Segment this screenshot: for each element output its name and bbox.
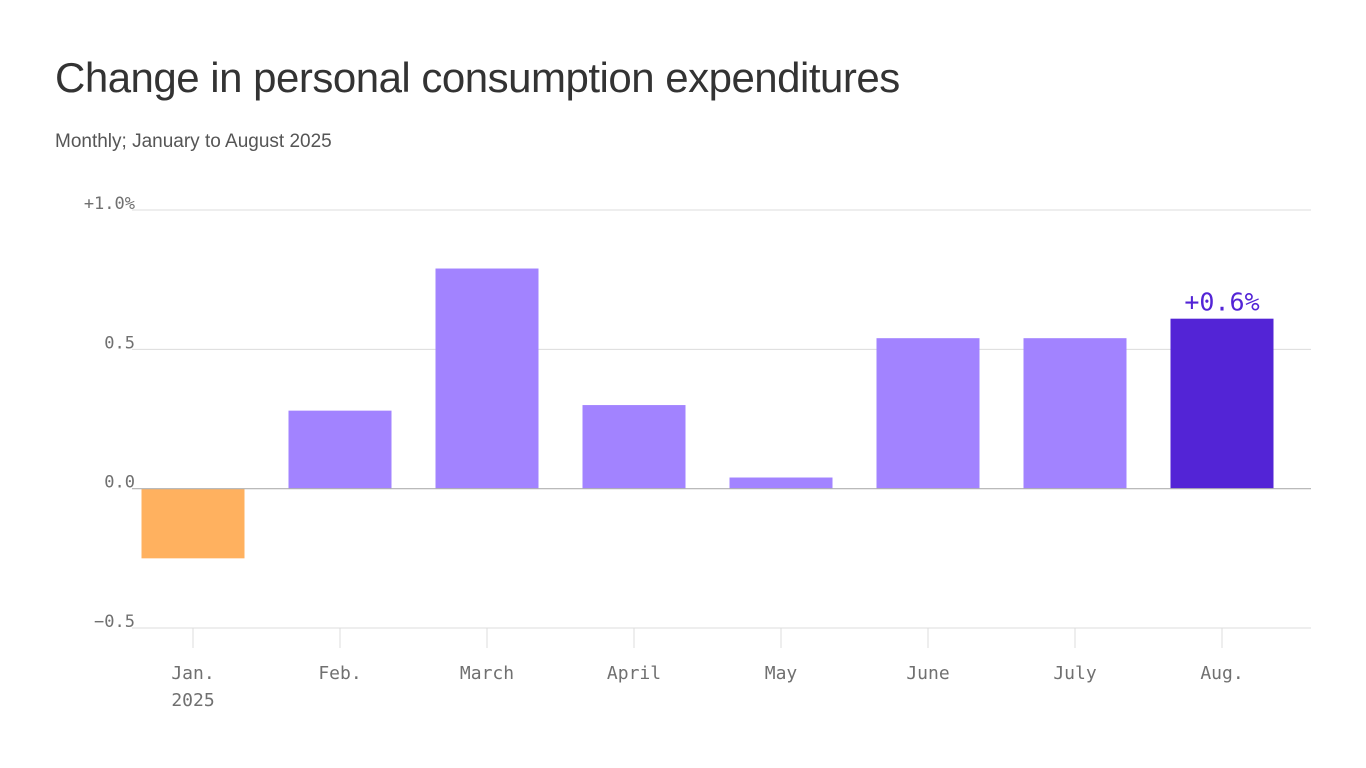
x-tick-label: Feb. [318, 663, 361, 684]
bar-april [582, 405, 686, 489]
bar-jan [141, 488, 245, 559]
y-tick-label: 0.5 [104, 333, 135, 353]
x-tick-label: March [460, 663, 514, 684]
x-tick-label: Aug. [1200, 663, 1243, 684]
chart-subtitle: Monthly; January to August 2025 [55, 131, 332, 152]
bar-feb [288, 410, 392, 489]
y-axis-ticks: +1.0% 0.5 0.0 −0.5 [84, 194, 135, 632]
bar-june [876, 338, 980, 489]
x-axis-ticks: Jan. 2025 Feb. March April May June July Aug. [171, 628, 1244, 711]
bar-aug [1170, 318, 1274, 489]
y-tick-label: −0.5 [94, 612, 135, 632]
bar-july [1023, 338, 1127, 489]
annotations: +0.6% [1184, 288, 1259, 317]
x-tick-label: June [906, 663, 949, 684]
highlight-value-label: +0.6% [1184, 288, 1259, 317]
bar-may [729, 477, 833, 489]
chart-title: Change in personal consumption expenditu… [55, 54, 900, 101]
bar-march [435, 268, 539, 489]
y-tick-label: 0.0 [104, 473, 135, 493]
bars [141, 268, 1274, 559]
x-tick-label: July [1053, 663, 1097, 684]
x-tick-label: April [607, 663, 661, 684]
x-tick-sublabel: 2025 [171, 690, 214, 711]
x-tick-label: Jan. [171, 663, 214, 684]
y-tick-label: +1.0% [84, 194, 135, 214]
x-tick-label: May [765, 663, 798, 684]
